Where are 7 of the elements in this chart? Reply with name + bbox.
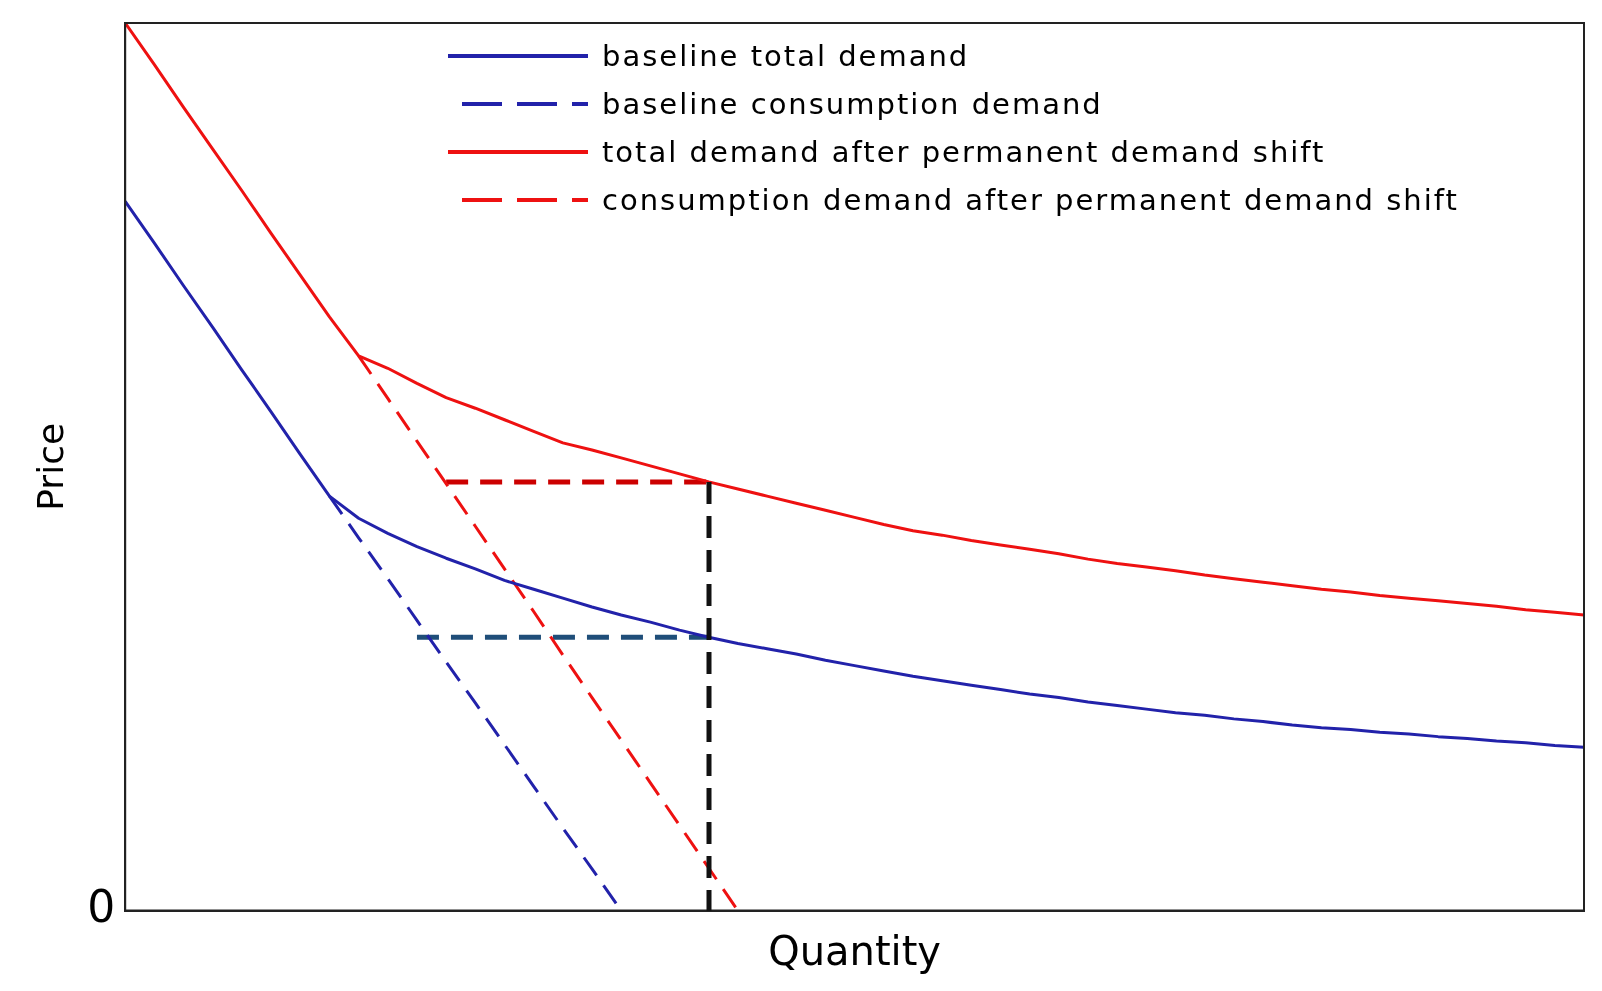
legend-label: baseline consumption demand bbox=[602, 86, 1103, 123]
legend-label: consumption demand after permanent demand shift bbox=[602, 182, 1459, 219]
legend-label: baseline total demand bbox=[602, 38, 970, 75]
text: 0 bbox=[87, 881, 116, 933]
y-axis-title: Price bbox=[29, 422, 71, 511]
legend-label: total demand after permanent demand shift bbox=[602, 134, 1326, 171]
x-axis-title: Quantity bbox=[768, 928, 942, 975]
